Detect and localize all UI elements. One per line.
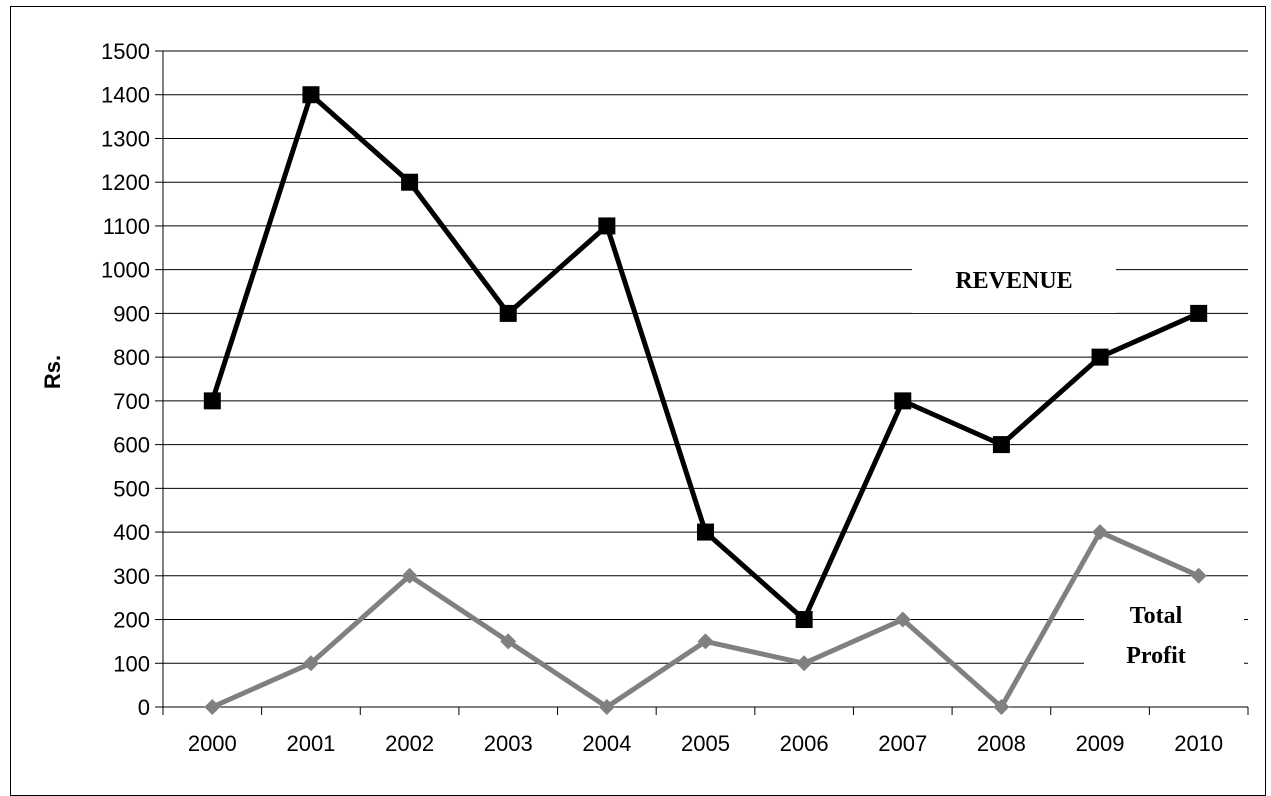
revenue-label-box [912, 255, 1116, 313]
total-profit-point [401, 567, 418, 584]
total-profit-point [204, 699, 221, 715]
total-profit-point [598, 699, 615, 715]
axes [155, 50, 1249, 715]
total-profit-point [697, 633, 714, 650]
total-profit-point [500, 633, 517, 650]
revenue-point [992, 436, 1010, 454]
x-tick-label: 2006 [780, 731, 829, 756]
x-tick-label: 2008 [977, 731, 1026, 756]
y-tick-label: 1400 [101, 83, 150, 108]
total-profit-point [1190, 567, 1207, 584]
revenue-point [499, 304, 517, 322]
revenue-point [894, 392, 912, 410]
x-tick-label: 2001 [286, 731, 335, 756]
y-tick-label: 1300 [101, 126, 150, 151]
total-profit-point [302, 655, 319, 672]
revenue-point [302, 86, 320, 104]
profit-label-box [1084, 592, 1244, 678]
revenue-point [795, 611, 813, 629]
y-tick-label: 700 [113, 389, 150, 414]
revenue-point [1091, 348, 1109, 366]
revenue-label: REVENUE [955, 268, 1072, 294]
revenue-point [401, 173, 419, 191]
revenue-point [598, 217, 616, 235]
x-tick-label: 2000 [188, 731, 237, 756]
grid-lines [163, 50, 1248, 664]
revenue-point [203, 392, 221, 410]
y-tick-label: 900 [113, 301, 150, 326]
x-tick-label: 2007 [878, 731, 927, 756]
total-profit-point [1092, 524, 1109, 541]
total-profit-point [796, 655, 813, 672]
x-tick-label: 2002 [385, 731, 434, 756]
y-tick-label: 1200 [101, 170, 150, 195]
y-tick-label: 100 [113, 651, 150, 676]
y-tick-label: 1500 [101, 39, 150, 64]
x-tick-label: 2005 [681, 731, 730, 756]
y-axis-title: Rs. [40, 355, 65, 389]
x-tick-label: 2003 [484, 731, 533, 756]
total-profit-point [993, 699, 1010, 715]
y-tick-label: 1100 [103, 214, 150, 239]
revenue-point [1190, 304, 1208, 322]
x-tick-label: 2004 [582, 731, 631, 756]
revenue-point [697, 523, 714, 541]
y-tick-label: 300 [113, 564, 150, 589]
y-tick-label: 800 [113, 345, 150, 370]
x-tick-label: 2010 [1174, 731, 1223, 756]
profit-label-line1: Total [1130, 603, 1183, 629]
profit-label-line2: Profit [1126, 643, 1186, 669]
x-tick-labels: 2000 2001 2002 2003 2004 2005 2006 2007 2008 2009… [188, 731, 1223, 756]
total-profit-point [894, 611, 911, 628]
y-tick-labels: 0 100 200 300 400 500 600 700 800 900 1000 1100 1200… [101, 39, 150, 720]
y-tick-label: 200 [113, 608, 150, 633]
x-tick-label: 2009 [1076, 731, 1125, 756]
y-tick-label: 0 [138, 695, 150, 720]
y-tick-label: 600 [113, 433, 150, 458]
series [203, 86, 1208, 715]
y-tick-label: 500 [113, 476, 150, 501]
y-tick-label: 1000 [101, 258, 150, 283]
y-tick-label: 400 [113, 520, 150, 545]
